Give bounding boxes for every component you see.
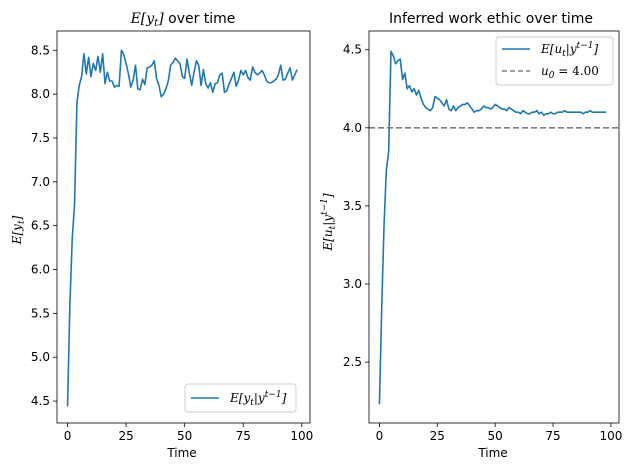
left-legend-sup: t−1	[265, 390, 282, 400]
left-legend-mid: |y	[254, 391, 265, 405]
right-legend-main-1: u	[541, 64, 549, 78]
right-legend-rest-1: = 4.00	[554, 64, 598, 78]
left-x-axis-label: Time	[166, 446, 196, 460]
left-y-tick-label: 7.5	[31, 131, 50, 145]
right-x-tick-label: 25	[430, 429, 445, 443]
right-x-tick-label: 0	[376, 429, 384, 443]
right-ylabel-sub: t	[328, 225, 338, 229]
right-axes-frame	[368, 30, 620, 424]
left-axes-frame	[56, 30, 311, 424]
right-y-tick-label: 4.5	[343, 43, 362, 57]
right-legend-label-0: E[ut|yt−1]	[540, 41, 599, 59]
right-ylabel-main: E[u	[321, 229, 335, 251]
right-legend-main-0: E[u	[540, 42, 562, 56]
right-ylabel-mid: |y	[321, 215, 335, 226]
left-y-tick-label: 5.0	[31, 350, 50, 364]
right-x-tick-label: 50	[488, 429, 503, 443]
right-x-axis-label: Time	[477, 446, 507, 460]
right-legend-sub-1: 0	[549, 71, 555, 81]
left-title-sub: t	[154, 18, 159, 29]
left-series-line	[66, 49, 298, 407]
left-tick-layer: 0 25 50 75 100 4.5 5.0 5.5 6.0 6.5 7.0 7.5 8.0 8.5	[31, 43, 313, 443]
left-y-tick-label: 6.5	[31, 219, 50, 233]
right-legend-close-0: ]	[593, 42, 599, 56]
left-y-tick-label: 5.5	[31, 306, 50, 320]
right-x-tick-label: 75	[545, 429, 560, 443]
left-chart-panel: E[yt] over time 0 25 50 75 1004.55.05.56.06.…	[10, 11, 313, 460]
right-y-tick-label: 4.0	[343, 121, 362, 135]
right-ylabel-sup: t−1	[320, 198, 330, 215]
left-y-tick-label: 8.5	[31, 43, 50, 57]
left-legend-label: E[yt|yt−1]	[229, 390, 287, 408]
left-x-tick-label: 0	[64, 429, 72, 443]
right-tick-layer: 0 25 50 75 100 2.5 3.0 3.5 4.0 4.5	[343, 43, 622, 443]
right-legend-sub-0: t	[562, 49, 566, 59]
right-series-layer	[369, 50, 619, 405]
left-legend-sub: t	[250, 398, 254, 408]
left-title-math: E[y	[130, 11, 156, 27]
left-y-tick-label: 8.0	[31, 87, 50, 101]
right-legend-sup-0: t−1	[577, 41, 594, 51]
left-x-tick-label: 100	[290, 429, 313, 443]
left-title-close: ]	[157, 11, 164, 27]
right-y-tick-label: 3.5	[343, 199, 362, 213]
right-series-line	[378, 50, 607, 405]
left-ylabel-main: E[y	[10, 224, 24, 245]
left-y-axis-label: E[yt]	[10, 215, 27, 245]
left-x-tick-label: 50	[177, 429, 192, 443]
right-chart-title: Inferred work ethic over time	[389, 11, 593, 27]
left-legend-box	[184, 383, 297, 413]
left-ylabel-close: ]	[10, 215, 24, 221]
left-y-tick-label: 6.0	[31, 263, 50, 277]
left-title-text: over time	[164, 11, 236, 27]
right-y-tick-label: 3.0	[343, 277, 362, 291]
right-y-tick-label: 2.5	[343, 355, 362, 369]
left-legend: E[yt|yt−1]	[184, 383, 297, 413]
left-legend-close: ]	[281, 391, 287, 405]
left-x-tick-label: 25	[118, 429, 133, 443]
left-y-tick-label: 7.0	[31, 175, 50, 189]
right-legend: E[ut|yt−1] u0 = 4.00	[495, 36, 614, 86]
right-legend-mid-0: |y	[566, 42, 577, 56]
right-ylabel-close: ]	[321, 193, 335, 199]
left-chart-title: E[yt] over time	[130, 11, 236, 29]
left-ylabel-sub: t	[17, 220, 27, 224]
right-x-tick-label: 100	[599, 429, 622, 443]
left-legend-main: E[y	[229, 391, 250, 405]
right-chart-panel: Inferred work ethic over time 0 25 50 75 100…	[320, 11, 622, 460]
right-y-axis-label: E[ut|yt−1]	[320, 193, 338, 252]
left-y-tick-label: 4.5	[31, 394, 50, 408]
right-legend-label-1: u0 = 4.00	[541, 64, 599, 81]
left-x-tick-label: 75	[236, 429, 251, 443]
left-series-layer	[66, 49, 298, 407]
